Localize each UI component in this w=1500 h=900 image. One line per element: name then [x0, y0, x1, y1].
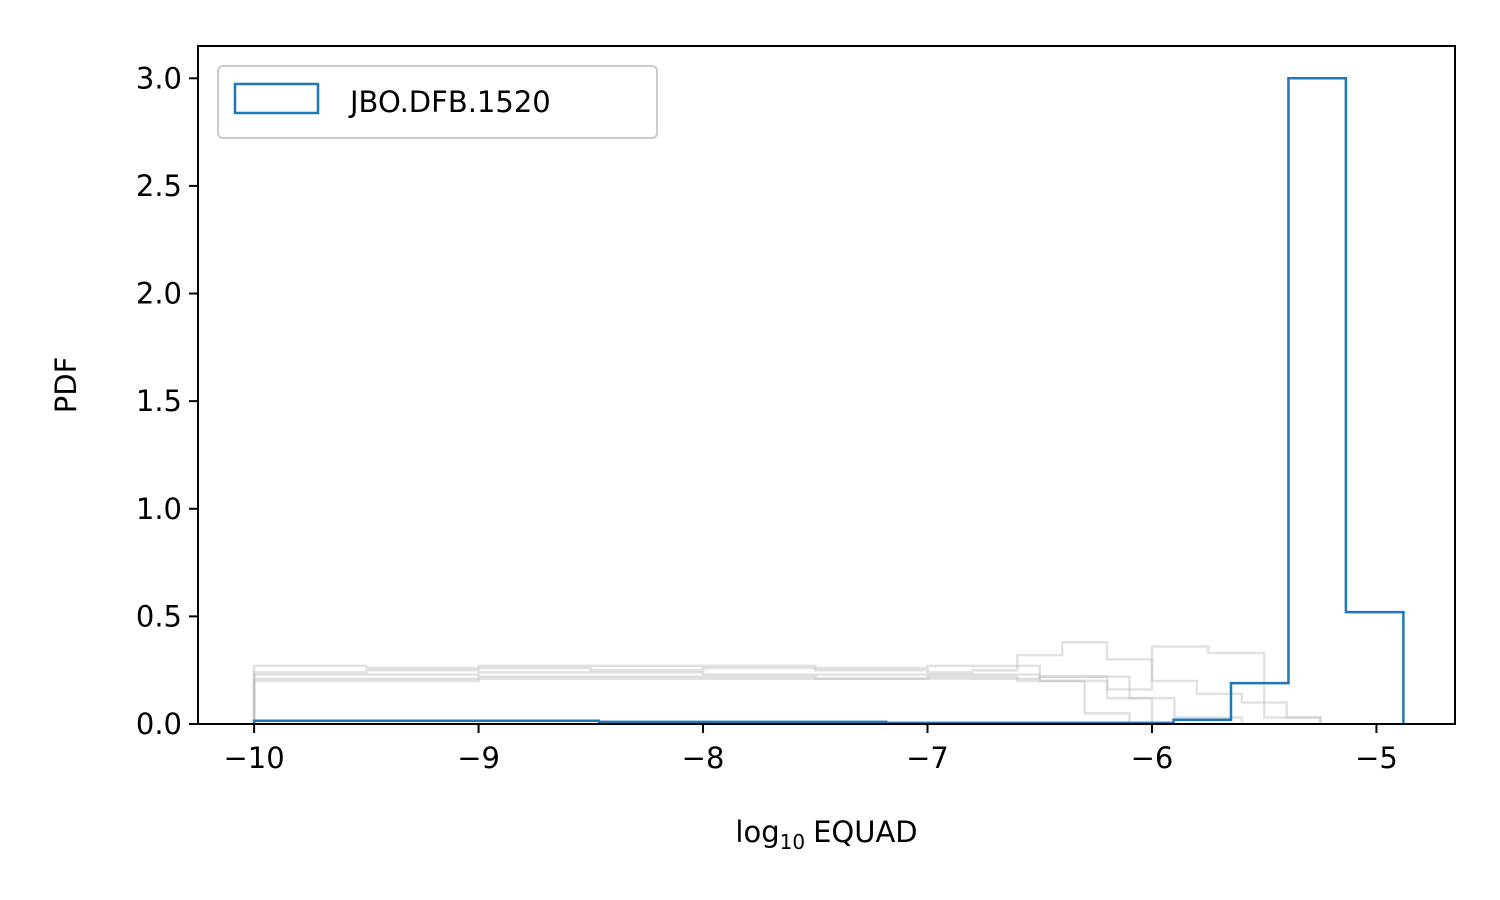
y-tick-label: 3.0 — [136, 61, 182, 95]
y-tick-label: 1.0 — [136, 492, 182, 526]
y-tick-label: 1.5 — [136, 384, 182, 418]
series-line-background-2 — [252, 664, 1244, 724]
legend-swatch — [233, 82, 320, 115]
x-tick-label: −8 — [682, 741, 725, 775]
series-line-background-3 — [252, 675, 1154, 724]
y-tick-label: 2.0 — [136, 277, 182, 311]
series-line-background-0 — [252, 640, 1322, 724]
x-axis-label-rest: EQUAD — [813, 815, 918, 849]
plot-frame — [197, 45, 1456, 725]
x-tick-label: −10 — [224, 741, 285, 775]
series-layer — [252, 77, 1405, 725]
series-line-background-1 — [252, 645, 1322, 724]
x-tick-label: −6 — [1131, 741, 1174, 775]
x-tick-label: −7 — [906, 741, 949, 775]
y-tick-label: 0.5 — [136, 599, 182, 633]
x-tick-label: −9 — [457, 741, 500, 775]
legend-label: JBO.DFB.1520 — [348, 85, 551, 119]
series-line-background-4 — [252, 671, 1131, 724]
series-line-highlight — [252, 77, 1405, 725]
x-tick-label: −5 — [1355, 741, 1398, 775]
x-axis-label-subscript: 10 — [780, 830, 805, 854]
y-axis-ticks: 0.0 0.5 1.0 1.5 2.0 2.5 3.0 — [136, 61, 198, 741]
legend: JBO.DFB.1520 — [217, 65, 658, 139]
y-axis-label: PDF — [49, 357, 83, 414]
legend-box — [217, 65, 658, 139]
y-tick-label: 0.0 — [136, 707, 182, 741]
x-axis-label-base: log — [735, 815, 779, 849]
x-axis-ticks: −10 −9 −8 −7 −6 −5 — [224, 724, 1398, 775]
y-tick-label: 2.5 — [136, 169, 182, 203]
x-axis-label: log10 EQUAD — [735, 815, 917, 854]
